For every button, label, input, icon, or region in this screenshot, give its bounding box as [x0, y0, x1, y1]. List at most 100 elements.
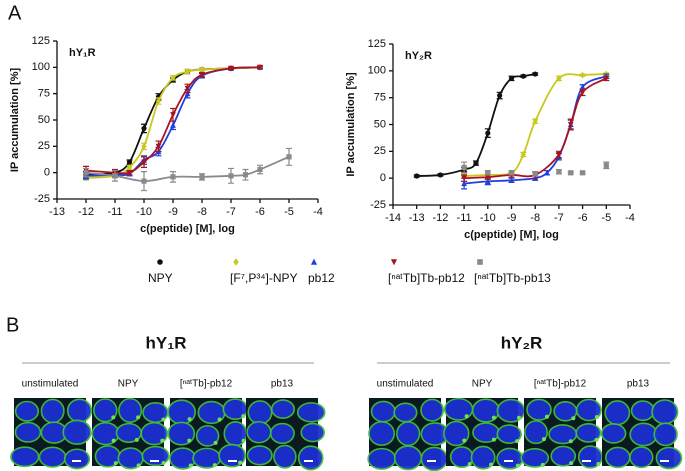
cell [10, 446, 40, 468]
marker [485, 170, 491, 176]
marker [414, 173, 420, 179]
cell [396, 421, 421, 447]
marker [556, 151, 562, 158]
cell [63, 448, 91, 470]
y-tick-label: 0 [44, 167, 50, 179]
cell [420, 398, 445, 422]
group-title: hY₁R [145, 333, 186, 352]
x-tick-label: -10 [136, 206, 152, 218]
scale-bar [228, 460, 237, 462]
cell [300, 422, 326, 443]
marker [126, 164, 133, 171]
marker [461, 164, 467, 171]
vesicle [136, 463, 141, 468]
micrograph [600, 398, 683, 470]
x-tick-label: -10 [480, 212, 496, 224]
image-label: NPY [118, 379, 139, 390]
cell [141, 445, 170, 467]
marker [437, 172, 443, 178]
marker [155, 97, 162, 105]
vesicle [489, 462, 494, 467]
cell [653, 422, 678, 447]
image-label: unstimulated [22, 379, 79, 390]
marker [199, 66, 205, 73]
vesicle [238, 460, 243, 465]
micrograph [10, 398, 93, 470]
cell [393, 402, 418, 423]
panel-label: B [6, 314, 19, 336]
y-tick-label: 75 [38, 88, 50, 100]
marker [184, 85, 191, 92]
marker [170, 112, 176, 118]
legend-label: [ⁿᵃᵗTb]Tb-pb12 [388, 271, 465, 285]
x-tick-label: -9 [168, 206, 178, 218]
marker [199, 174, 205, 180]
marker [170, 174, 176, 180]
marker [485, 130, 491, 136]
y-tick-label: -25 [34, 193, 50, 205]
x-tick-label: -7 [226, 206, 236, 218]
marker [579, 89, 586, 96]
marker [228, 65, 234, 72]
y-tick-label: 100 [32, 61, 50, 73]
cell [526, 398, 552, 421]
vesicle [467, 462, 472, 467]
cell [367, 447, 397, 470]
cell [651, 399, 679, 425]
cell [218, 443, 247, 468]
x-tick-label: -14 [385, 212, 401, 224]
cell [118, 397, 143, 423]
vesicle [161, 460, 166, 465]
y-tick-label: -25 [370, 199, 386, 211]
vesicle [217, 417, 222, 422]
vesicle [113, 461, 118, 466]
x-tick-label: -7 [554, 212, 564, 224]
cell [496, 424, 522, 444]
cell [630, 400, 655, 422]
vesicle [544, 414, 549, 419]
cell [370, 400, 396, 423]
marker [520, 151, 526, 158]
marker [508, 75, 515, 81]
vesicle [241, 414, 246, 419]
marker [484, 174, 491, 181]
x-tick-label: -8 [197, 206, 207, 218]
cell [470, 445, 496, 470]
cell [167, 399, 196, 425]
x-tick-label: -4 [313, 206, 323, 218]
cell [246, 445, 273, 466]
cell [66, 398, 93, 423]
cell [273, 444, 297, 469]
vesicle [594, 415, 599, 420]
marker [184, 68, 191, 75]
marker [141, 159, 147, 166]
y-tick-label: 100 [368, 65, 386, 77]
x-tick-label: -9 [507, 212, 517, 224]
legend-marker [233, 258, 239, 266]
x-tick-label: -4 [625, 212, 635, 224]
scale-bar [72, 460, 81, 462]
legend-label: NPY [148, 271, 173, 285]
vesicle [594, 437, 599, 442]
y-tick-label: 125 [368, 38, 386, 50]
scale-bar [427, 460, 436, 462]
vesicle [462, 438, 467, 443]
marker [228, 173, 234, 179]
micrograph [520, 398, 603, 469]
vesicle [571, 416, 576, 421]
image-label: NPY [472, 379, 493, 390]
y-tick-label: 50 [374, 118, 386, 130]
marker [155, 143, 162, 150]
vesicle [136, 415, 141, 420]
marker [199, 72, 205, 78]
marker [141, 125, 147, 132]
vesicle [160, 438, 165, 443]
marker [112, 173, 118, 179]
y-tick-label: 75 [374, 92, 386, 104]
marker [580, 71, 586, 79]
marker [257, 166, 263, 173]
chart-title: hY₂R [405, 50, 432, 62]
scale-bar [150, 460, 159, 462]
x-tick-label: -12 [78, 206, 94, 218]
vesicle [540, 462, 545, 467]
